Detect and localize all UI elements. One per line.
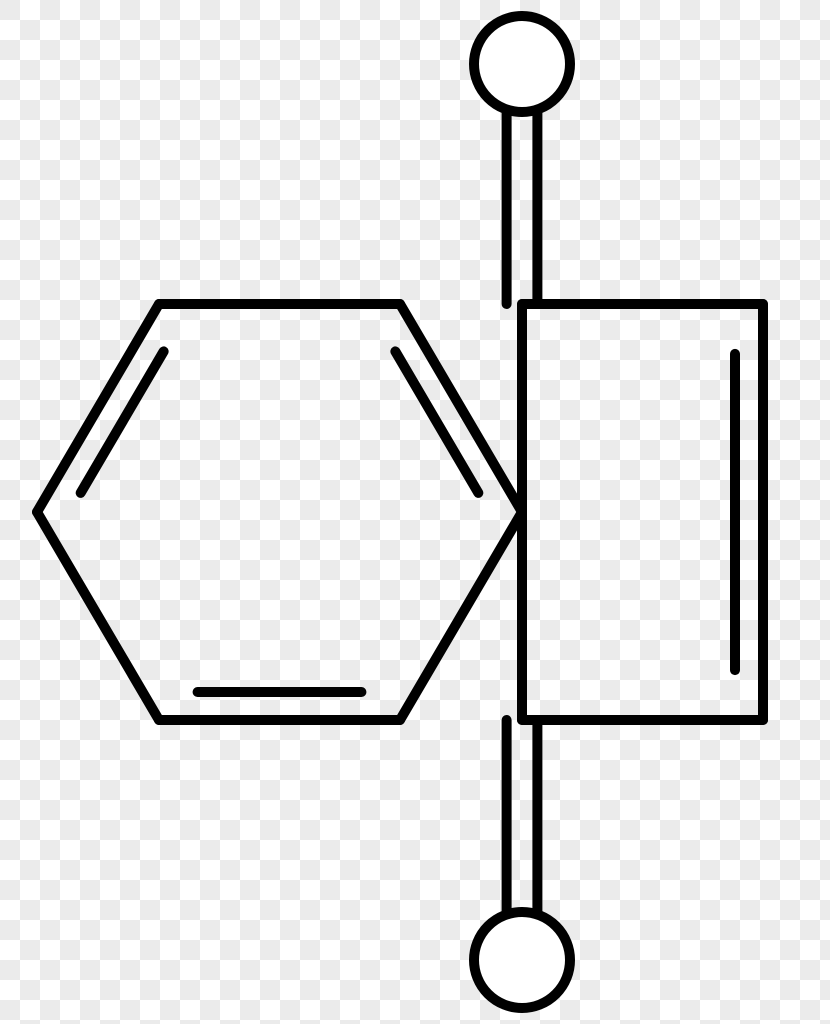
oxygen-O1 <box>474 16 570 112</box>
chemical-structure-diagram <box>0 0 830 1024</box>
oxygen-O2 <box>474 912 570 1008</box>
checker-background <box>0 0 830 1024</box>
